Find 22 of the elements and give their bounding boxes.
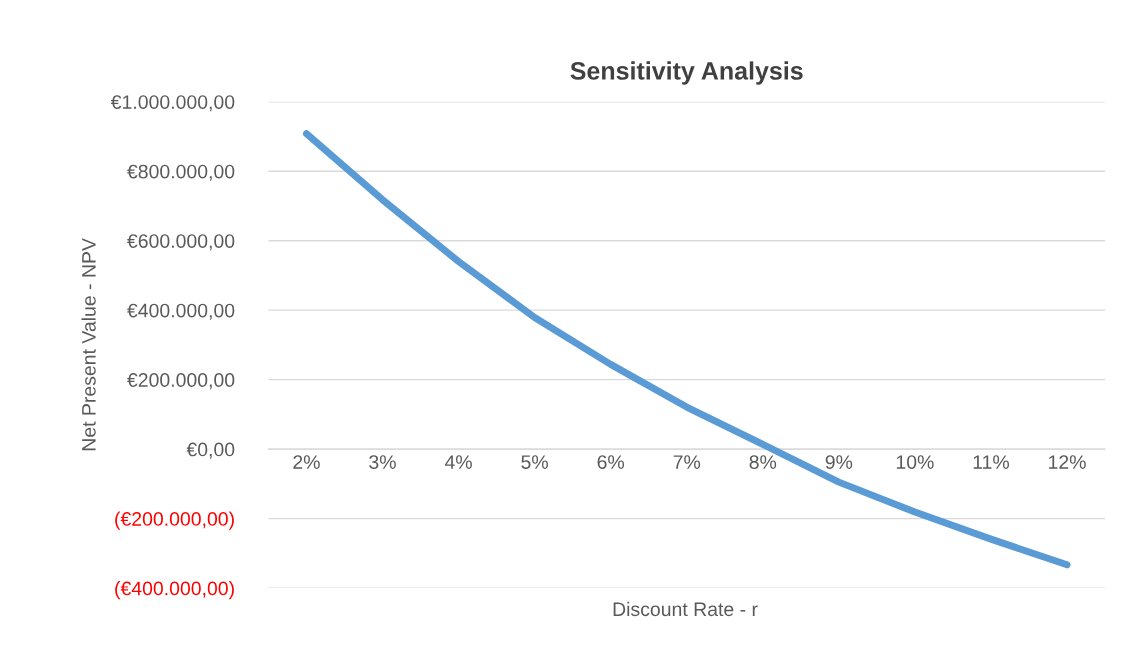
chart-title: Sensitivity Analysis	[570, 61, 803, 85]
y-tick-label: €800.000,00	[127, 164, 235, 181]
y-tick-label: €1.000.000,00	[110, 95, 235, 112]
y-tick-label: €200.000,00	[127, 373, 235, 390]
x-tick-label: 12%	[1049, 455, 1086, 469]
x-tick-label: 11%	[973, 455, 1009, 469]
x-tick-label: 8%	[749, 455, 777, 469]
y-tick-label: €400.000,00	[127, 303, 235, 320]
y-tick-label: €0,00	[186, 442, 235, 459]
x-tick-label: 10%	[896, 455, 934, 469]
y-tick-label: (€400.000,00)	[115, 581, 234, 600]
x-tick-label: 5%	[521, 455, 548, 469]
x-tick-label: 2%	[293, 455, 320, 469]
x-tick-label: 9%	[825, 455, 853, 469]
x-tick-label: 7%	[673, 455, 701, 469]
y-axis-title: Net Present Value - NPV	[81, 238, 96, 451]
x-tick-label: 6%	[597, 455, 625, 469]
x-tick-label: 3%	[369, 455, 396, 469]
x-tick-label: 4%	[444, 455, 472, 469]
y-tick-label: (€200.000,00)	[115, 511, 234, 530]
x-axis-title: Discount Rate - r	[613, 601, 758, 617]
y-tick-label: €600.000,00	[127, 234, 235, 251]
